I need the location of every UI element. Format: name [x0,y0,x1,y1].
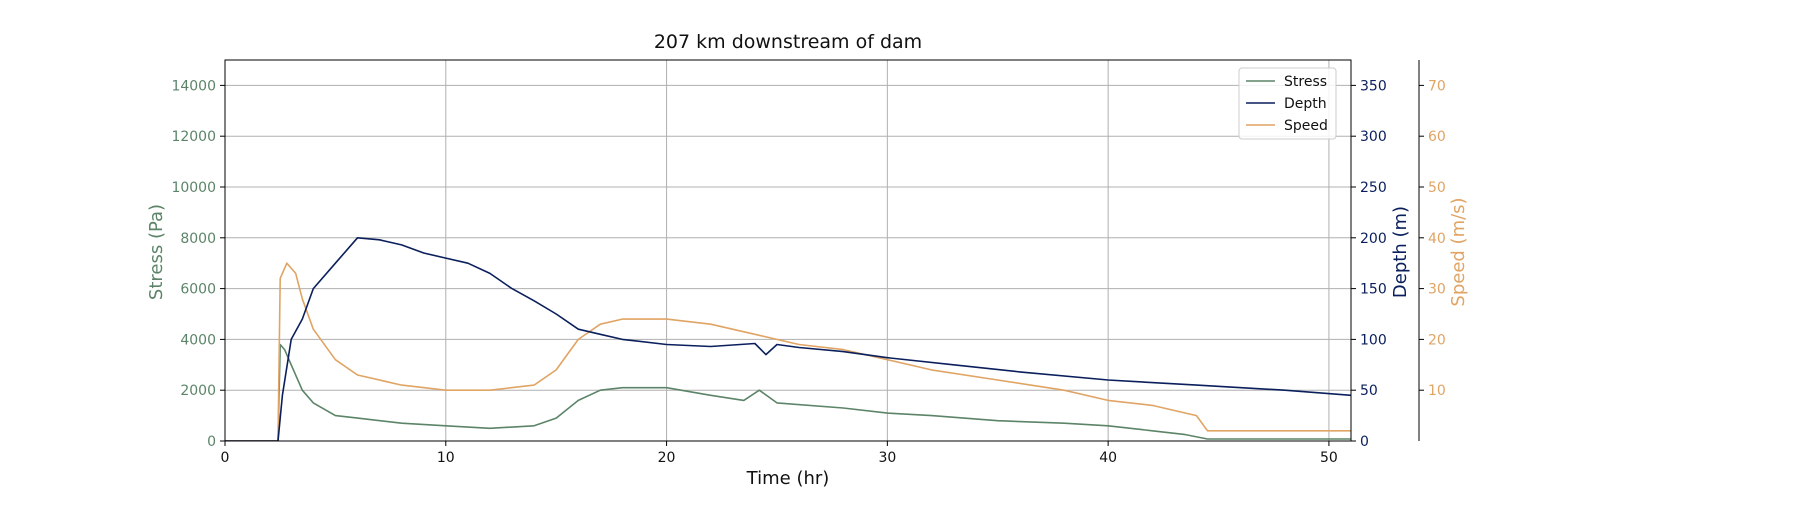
stress-axis-label: Stress (Pa) [146,204,167,300]
legend-label-depth: Depth [1284,96,1327,112]
stress-tick-label: 4000 [180,332,216,348]
x-tick-label: 10 [437,450,455,466]
x-tick-label: 30 [878,450,896,466]
speed-tick-label: 30 [1428,282,1446,298]
legend-label-speed: Speed [1284,118,1328,134]
x-tick-label: 20 [658,450,676,466]
x-tick-label: 40 [1099,450,1117,466]
series-line-stress [225,343,1351,441]
speed-tick-label: 70 [1428,78,1446,94]
depth-tick-label: 250 [1360,180,1387,196]
series-line-speed [225,262,1351,441]
stress-tick-label: 10000 [171,180,216,196]
x-tick-label: 0 [221,450,230,466]
x-tick-label: 50 [1320,450,1338,466]
depth-tick-label: 50 [1360,383,1378,399]
legend-box [1238,67,1337,140]
depth-tick-label: 350 [1360,78,1387,94]
stress-tick-label: 12000 [171,129,216,145]
legend-label-stress: Stress [1284,74,1327,90]
depth-tick-label: 0 [1360,434,1369,450]
plot-frame [224,59,1352,442]
speed-tick-label: 20 [1428,332,1446,348]
depth-tick-label: 150 [1360,282,1387,298]
series-line-depth [225,237,1351,441]
speed-tick-label: 40 [1428,231,1446,247]
depth-axis-label: Depth (m) [1390,206,1411,298]
speed-tick-label: 10 [1428,383,1446,399]
speed-tick-label: 60 [1428,129,1446,145]
speed-axis-label: Speed (m/s) [1448,197,1469,306]
chart-title: 207 km downstream of dam [654,31,922,53]
depth-tick-label: 300 [1360,129,1387,145]
x-axis-label: Time (hr) [746,468,830,489]
stress-tick-label: 0 [207,434,216,450]
depth-tick-label: 100 [1360,332,1387,348]
stress-tick-label: 8000 [180,231,216,247]
depth-tick-label: 200 [1360,231,1387,247]
stress-tick-label: 14000 [171,78,216,94]
speed-tick-label: 50 [1428,180,1446,196]
stress-tick-label: 2000 [180,383,216,399]
stress-tick-label: 6000 [180,282,216,298]
